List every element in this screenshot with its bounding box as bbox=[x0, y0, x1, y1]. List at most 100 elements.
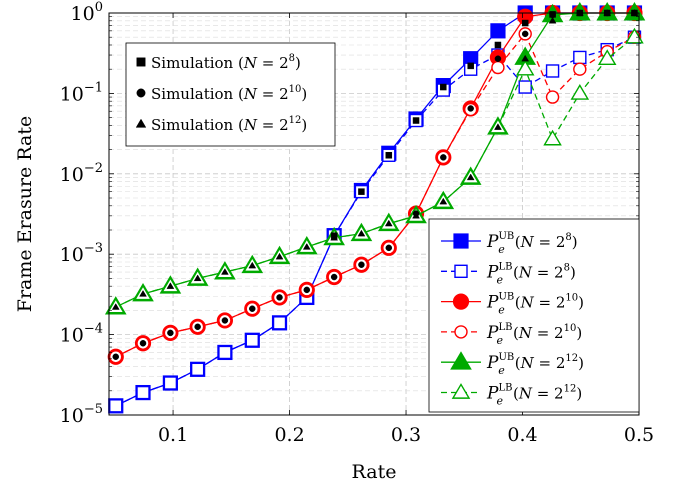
simulation-point bbox=[603, 9, 612, 16]
data-point bbox=[163, 376, 178, 390]
y-tick-label: 10−5 bbox=[60, 402, 103, 427]
simulation-point bbox=[412, 211, 420, 219]
simulation-point bbox=[630, 9, 639, 16]
simulation-point bbox=[385, 152, 393, 159]
axis-ticks: 0.1 0.2 0.3 0.4 0.5 10−5 10−4 10−3 10−2 10−1 100 bbox=[60, 0, 654, 446]
simulation-point bbox=[139, 290, 147, 297]
data-point bbox=[136, 385, 150, 400]
legend-marker bbox=[450, 351, 472, 370]
data-point bbox=[491, 60, 505, 75]
simulation-point bbox=[494, 41, 502, 49]
legend-bounds-label: PLB e (N = 210) bbox=[486, 322, 582, 347]
legend-bounds-box bbox=[428, 218, 640, 413]
data-point bbox=[570, 83, 590, 100]
legend-bounds-label: PLB e (N = 28) bbox=[486, 261, 576, 286]
y-tick-label: 100 bbox=[71, 0, 103, 25]
y-tick-label: 10−1 bbox=[60, 80, 103, 105]
data-point bbox=[490, 23, 506, 39]
y-tick-label: 10−4 bbox=[60, 322, 103, 347]
legend-simulation-label: Simulation (N = 210) bbox=[151, 84, 307, 103]
simulation-point bbox=[276, 294, 283, 301]
simulation-point bbox=[440, 154, 447, 161]
simulation-point bbox=[111, 303, 120, 310]
data-point bbox=[218, 345, 232, 360]
y-tick-label: 10−3 bbox=[60, 241, 103, 266]
legend-bounds: PUB e (N = 28) PLB e (N = 28) PUB e (N = 210) PLB… bbox=[428, 218, 640, 413]
data-point bbox=[245, 333, 259, 347]
x-tick-label: 0.2 bbox=[274, 424, 304, 446]
simulation-point bbox=[167, 329, 174, 337]
simulation-point bbox=[249, 305, 256, 312]
x-tick-label: 0.3 bbox=[391, 424, 421, 446]
simulation-point bbox=[330, 273, 338, 281]
simulation-point bbox=[521, 30, 529, 38]
data-point bbox=[518, 80, 532, 94]
x-tick-label: 0.5 bbox=[624, 424, 654, 446]
simulation-point bbox=[303, 286, 311, 294]
simulation-point bbox=[221, 268, 229, 275]
simulation-point bbox=[358, 261, 365, 268]
legend-simulation-label: Simulation (N = 28) bbox=[151, 53, 301, 72]
simulation-point bbox=[357, 229, 366, 237]
simulation-point bbox=[439, 197, 448, 205]
x-tick-label: 0.1 bbox=[158, 424, 188, 446]
data-point bbox=[573, 50, 587, 65]
simulation-point bbox=[194, 323, 201, 331]
simulation-point bbox=[166, 282, 175, 289]
y-axis-label: Frame Erasure Rate bbox=[14, 116, 36, 312]
simulation-point bbox=[112, 353, 120, 361]
simulation-point bbox=[440, 83, 447, 91]
simulation-point bbox=[467, 62, 474, 70]
legend-simulation-label: Simulation (N = 212) bbox=[151, 115, 307, 134]
data-point bbox=[597, 49, 617, 66]
legend-marker bbox=[452, 293, 470, 310]
simulation-Simulation (N = 2^12) bbox=[111, 9, 639, 310]
plot-frame bbox=[108, 12, 640, 416]
simulation-point bbox=[494, 55, 502, 62]
data-point bbox=[515, 59, 535, 76]
data-point bbox=[573, 62, 587, 76]
x-tick-label: 0.4 bbox=[507, 424, 537, 446]
y-tick-label: 10−2 bbox=[60, 161, 103, 186]
legend-bounds-label: PUB e (N = 210) bbox=[486, 292, 584, 317]
legend-bounds-label: PUB e (N = 28) bbox=[486, 231, 578, 256]
simulation-point bbox=[193, 274, 202, 282]
legend-simulation-box bbox=[125, 42, 336, 147]
simulation-point bbox=[330, 233, 339, 241]
legend-marker bbox=[136, 57, 146, 67]
simulation-point bbox=[548, 16, 557, 24]
legend-bounds-label: PLB e (N = 212) bbox=[486, 383, 582, 408]
simulation-point bbox=[575, 9, 584, 16]
legend-marker bbox=[451, 383, 471, 399]
simulation-point bbox=[302, 243, 311, 250]
legend-marker bbox=[454, 325, 468, 339]
simulation-point bbox=[221, 317, 229, 324]
simulation-point bbox=[385, 244, 393, 252]
legend-marker bbox=[454, 264, 468, 278]
simulation-point bbox=[494, 123, 502, 130]
data-point bbox=[272, 316, 287, 330]
legend-bounds-label: PUB e (N = 212) bbox=[486, 352, 584, 377]
legend-marker bbox=[135, 118, 147, 128]
data-point bbox=[109, 399, 123, 413]
simulation-point bbox=[358, 188, 365, 195]
data-point bbox=[545, 64, 560, 78]
simulation-point bbox=[521, 54, 530, 62]
simulation-point bbox=[275, 252, 284, 260]
data-point bbox=[625, 27, 644, 44]
legend-marker bbox=[136, 88, 146, 98]
simulation-point bbox=[467, 105, 474, 112]
data-point bbox=[190, 362, 205, 377]
data-point bbox=[543, 129, 562, 146]
x-axis-label: Rate bbox=[352, 461, 397, 483]
simulation-point bbox=[248, 261, 257, 269]
simulation-point bbox=[466, 173, 475, 181]
data-point bbox=[545, 90, 560, 104]
legend-marker bbox=[453, 233, 469, 249]
legend-simulation: Simulation (N = 28) Simulation (N = 210) S… bbox=[125, 42, 336, 147]
simulation-point bbox=[521, 19, 529, 27]
simulation-point bbox=[412, 117, 420, 124]
simulation-point bbox=[384, 219, 393, 227]
simulation-point bbox=[139, 340, 147, 347]
